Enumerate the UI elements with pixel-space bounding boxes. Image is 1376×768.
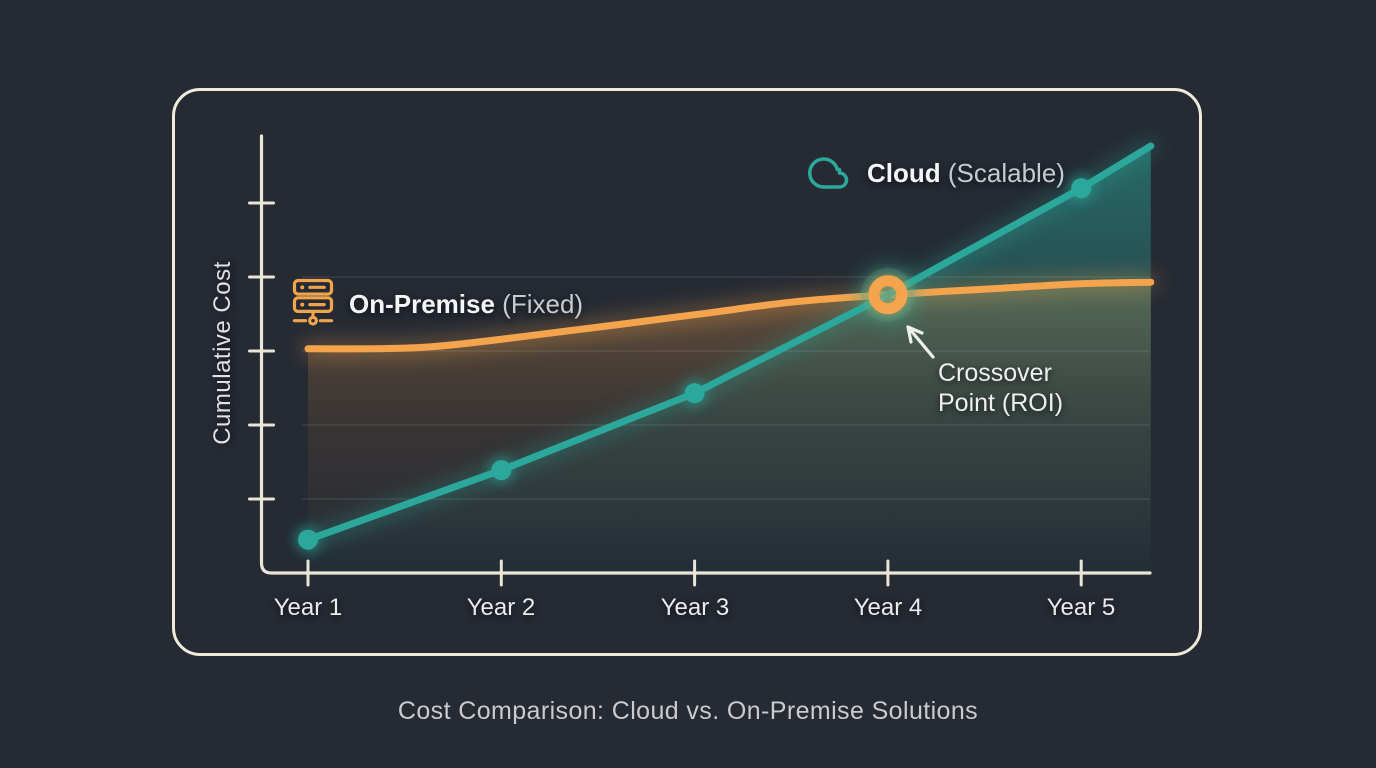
data-point-marker (684, 383, 705, 404)
x-tick-label-year3: Year 3 (660, 594, 730, 621)
y-axis-ticks (248, 201, 275, 501)
annotation-arrow-icon (906, 325, 935, 359)
data-point-marker (298, 529, 318, 550)
x-tick-label-year5: Year 5 (1046, 594, 1116, 621)
cloud-line (304, 142, 1155, 544)
axes (259, 134, 1152, 575)
legend-cloud-name: Cloud (867, 157, 941, 188)
crossover-annotation: Crossover Point (ROI) (938, 358, 1063, 418)
server-icon (292, 278, 334, 326)
cloud-icon (808, 157, 849, 189)
legend-cloud: Cloud (Scalable) (806, 152, 1065, 194)
cloud-data-points (298, 178, 1092, 550)
crossover-annotation-line1: Crossover (938, 359, 1052, 387)
onprem-line (304, 278, 1155, 353)
legend-onprem: On-Premise (Fixed) (292, 278, 583, 330)
crossover-annotation-line2: Point (ROI) (938, 389, 1064, 417)
chart-card (172, 88, 1202, 656)
x-tick-label-year1: Year 1 (273, 594, 343, 621)
x-tick-label-year4: Year 4 (853, 594, 923, 621)
legend-cloud-label: Cloud (Scalable) (867, 158, 1065, 189)
crossover-teal-halo (857, 264, 918, 325)
legend-onprem-label: On-Premise (Fixed) (349, 289, 583, 320)
crossover-marker (857, 264, 918, 325)
data-point-marker (491, 460, 512, 481)
legend-onprem-qualifier: (Fixed) (494, 288, 584, 319)
legend-cloud-qualifier: (Scalable) (940, 157, 1065, 188)
y-axis-label: Cumulative Cost (209, 261, 236, 445)
x-tick-label-year2: Year 2 (466, 594, 536, 621)
data-point-marker (1071, 178, 1092, 199)
page-title: Cost Comparison: Cloud vs. On-Premise So… (397, 697, 979, 725)
x-axis-ticks (306, 559, 1083, 587)
crossover-ring (868, 275, 908, 315)
legend-onprem-name: On-Premise (349, 288, 495, 319)
